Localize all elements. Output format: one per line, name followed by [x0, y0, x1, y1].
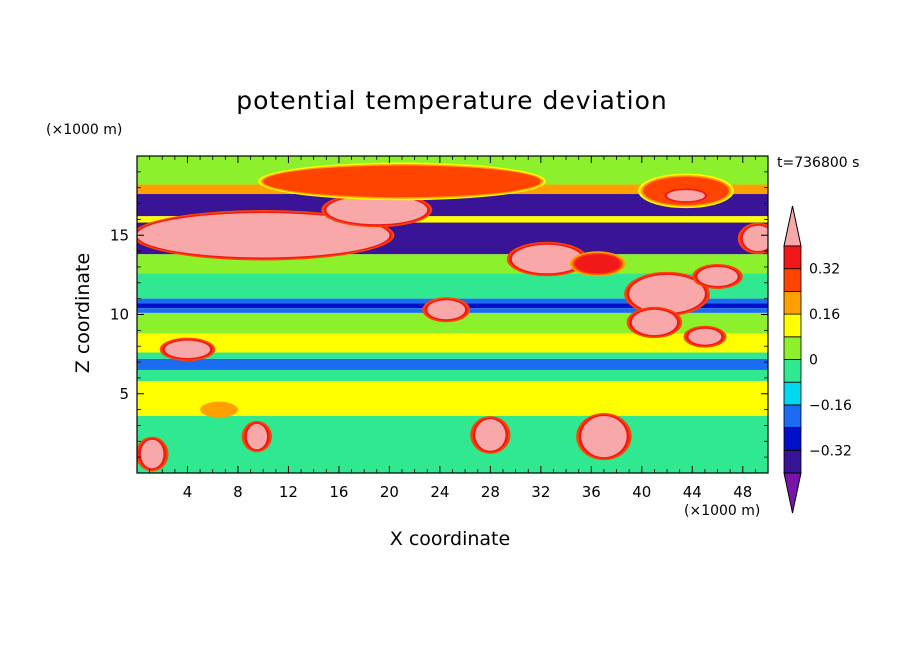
field-blob [164, 340, 211, 359]
colorbar-box [783, 449, 802, 474]
field-blob [137, 213, 390, 258]
field-blob [697, 266, 738, 286]
x-axis-title: X coordinate [389, 528, 511, 550]
field-band [137, 216, 768, 223]
field-band [137, 358, 768, 370]
colorbar-label: −0.32 [809, 443, 852, 459]
y-axis: 5 10 15 [110, 171, 768, 458]
colorbar-box [783, 313, 802, 338]
field-blob [581, 415, 627, 458]
x-axis: 4 8 12 16 20 24 28 32 36 40 44 48 [149, 156, 756, 501]
x-tick-label: 12 [279, 483, 298, 501]
time-label: t=736800 s [777, 155, 860, 171]
x-tick-label: 16 [329, 483, 348, 501]
colorbar-label: −0.16 [809, 398, 852, 414]
field-band [137, 369, 768, 382]
field-band [137, 381, 768, 416]
colorbar-top-arrow [783, 205, 802, 247]
field-layer [137, 156, 768, 473]
x-tick-label: 20 [380, 483, 399, 501]
colorbar-box [783, 404, 802, 428]
colorbar-label: 0 [809, 353, 818, 369]
x-tick-label: 44 [683, 483, 702, 501]
x-tick-label: 8 [233, 483, 243, 501]
field-band [137, 312, 768, 334]
colorbar-box [783, 245, 802, 270]
field-blob [629, 274, 705, 313]
field-blob [574, 254, 621, 274]
field-blob [326, 195, 428, 225]
field-blob [263, 165, 541, 198]
field-blob [511, 244, 583, 274]
y-tick-label: 10 [110, 306, 129, 324]
colorbar-box [783, 359, 802, 383]
x-tick-label: 24 [430, 483, 449, 501]
field-band [137, 352, 768, 359]
colorbar-box [783, 381, 802, 406]
y-axis-unit: (×1000 m) [46, 122, 123, 138]
field-blob [475, 419, 506, 451]
field-blob [246, 423, 267, 450]
y-tick-label: 15 [110, 226, 129, 244]
field-blob [140, 439, 164, 469]
colorbar-box [783, 336, 802, 360]
x-tick-label: 40 [632, 483, 651, 501]
x-tick-label: 28 [481, 483, 500, 501]
chart-title: potential temperature deviation [236, 86, 668, 115]
x-tick-label: 48 [733, 483, 752, 501]
colorbar-box [783, 427, 802, 451]
field-band [137, 333, 768, 353]
field-blob [631, 309, 678, 336]
colorbar-bottom-arrow [783, 472, 802, 514]
x-axis-unit: (×1000 m) [684, 503, 761, 519]
x-tick-label: 32 [531, 483, 550, 501]
y-tick-label: 5 [119, 385, 129, 403]
colorbar-label: 0.32 [809, 262, 840, 278]
colorbar-box [783, 268, 802, 292]
field-blob [427, 300, 466, 320]
field-band [137, 194, 768, 217]
field-band [137, 415, 768, 473]
x-tick-label: 36 [582, 483, 601, 501]
x-tick-label: 4 [183, 483, 193, 501]
field-blob [667, 190, 705, 202]
field-blob [688, 328, 722, 345]
colorbar: 0.32 0.16 0 −0.16 −0.32 [783, 205, 852, 514]
colorbar-box [783, 290, 802, 315]
field-blob [200, 401, 238, 418]
field-blob [742, 225, 768, 252]
colorbar-label: 0.16 [809, 307, 840, 323]
